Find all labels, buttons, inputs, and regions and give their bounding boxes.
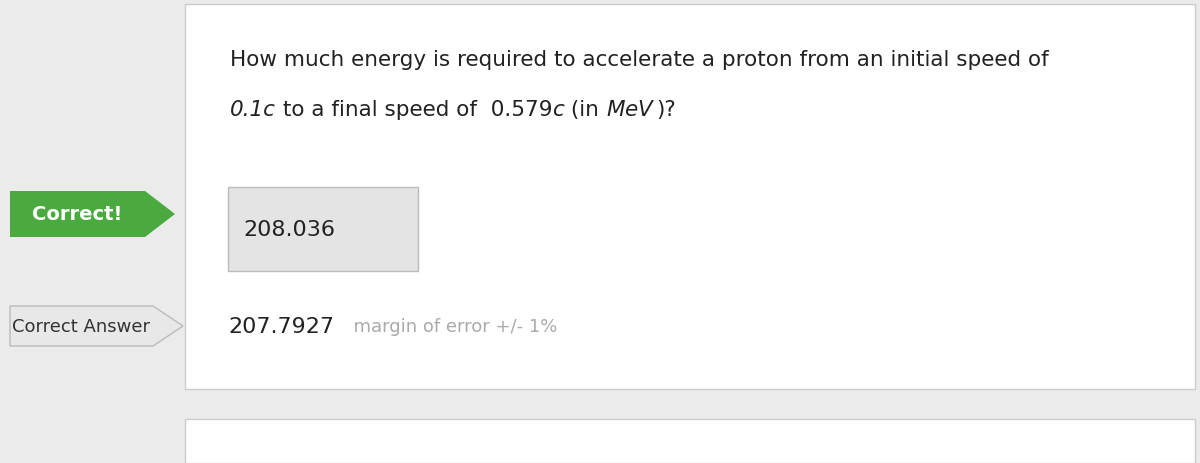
- FancyBboxPatch shape: [185, 5, 1195, 389]
- Text: 208.036: 208.036: [242, 219, 335, 239]
- Text: )?: )?: [656, 100, 676, 120]
- Text: Correct Answer: Correct Answer: [12, 317, 150, 335]
- FancyBboxPatch shape: [185, 419, 1195, 463]
- Text: 207.7927: 207.7927: [228, 316, 334, 336]
- Text: margin of error +/- 1%: margin of error +/- 1%: [342, 317, 557, 335]
- Text: c: c: [552, 100, 564, 120]
- Text: Correct!: Correct!: [32, 205, 122, 224]
- FancyBboxPatch shape: [228, 188, 418, 271]
- Polygon shape: [10, 307, 182, 346]
- Text: to a final speed of  0.579: to a final speed of 0.579: [276, 100, 552, 120]
- Text: $\mathit{MeV}$: $\mathit{MeV}$: [606, 100, 656, 120]
- Polygon shape: [10, 192, 175, 238]
- Text: 0.1c: 0.1c: [230, 100, 276, 120]
- Text: How much energy is required to accelerate a proton from an initial speed of: How much energy is required to accelerat…: [230, 50, 1049, 70]
- Text: (in: (in: [564, 100, 606, 120]
- Text: 207.7927: 207.7927: [228, 316, 334, 336]
